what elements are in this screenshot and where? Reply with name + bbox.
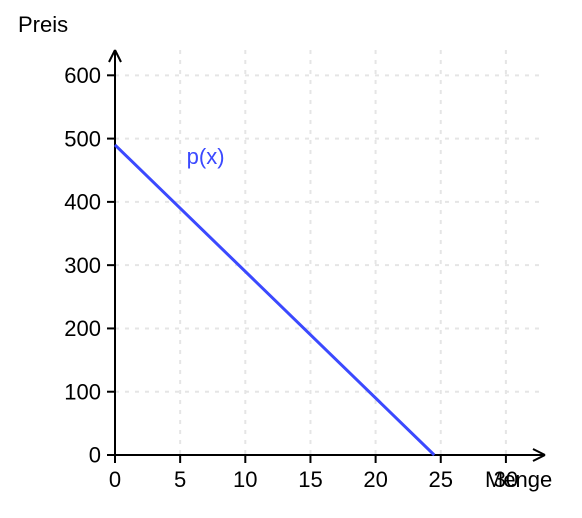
y-tick-label: 600: [64, 63, 101, 88]
series-label: p(x): [187, 144, 225, 169]
y-tick-label: 300: [64, 253, 101, 278]
x-tick-label: 25: [429, 467, 453, 492]
y-tick-label: 0: [89, 443, 101, 468]
y-axis-label: Preis: [18, 12, 68, 37]
y-tick-label: 400: [64, 190, 101, 215]
x-tick-label: 5: [174, 467, 186, 492]
y-tick-label: 500: [64, 126, 101, 151]
x-tick-label: 20: [363, 467, 387, 492]
demand-chart: 0510152025300100200300400500600PreisMeng…: [0, 0, 582, 518]
x-tick-label: 0: [109, 467, 121, 492]
y-tick-label: 100: [64, 379, 101, 404]
x-tick-label: 10: [233, 467, 257, 492]
x-tick-label: 15: [298, 467, 322, 492]
chart-svg: 0510152025300100200300400500600PreisMeng…: [0, 0, 582, 518]
x-axis-label: Menge: [485, 467, 552, 492]
y-tick-label: 200: [64, 316, 101, 341]
